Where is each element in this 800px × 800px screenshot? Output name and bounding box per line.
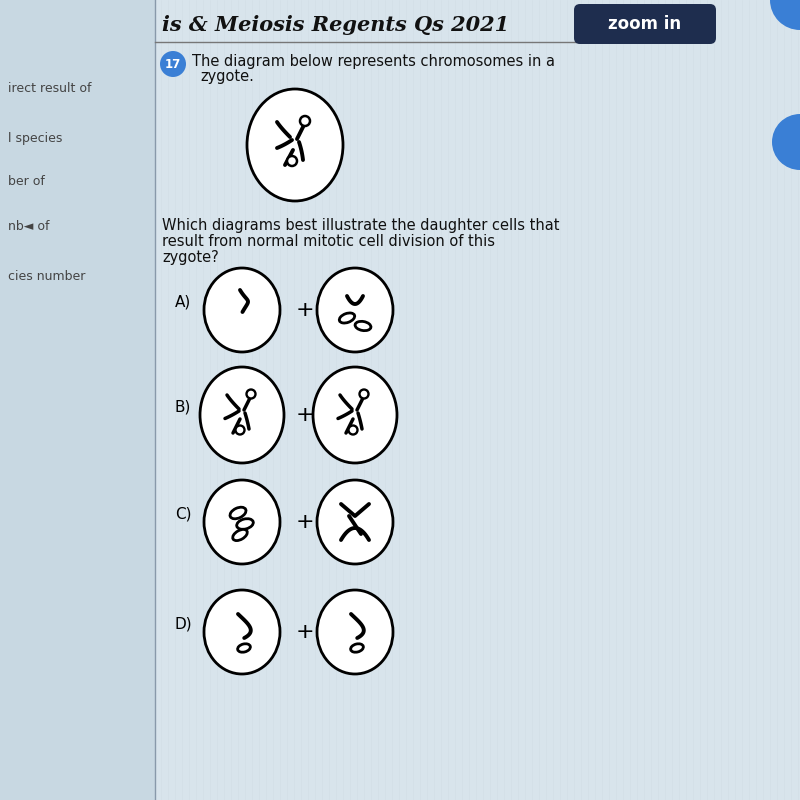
Circle shape (300, 116, 310, 126)
Text: C): C) (175, 506, 191, 522)
Text: is & Meiosis Regents Qs 2021: is & Meiosis Regents Qs 2021 (162, 15, 509, 35)
Circle shape (772, 114, 800, 170)
Ellipse shape (204, 590, 280, 674)
Text: The diagram below represents chromosomes in a: The diagram below represents chromosomes… (192, 54, 555, 69)
Circle shape (235, 426, 245, 434)
Circle shape (160, 51, 186, 77)
Ellipse shape (238, 644, 250, 652)
Text: D): D) (175, 617, 193, 631)
Text: 17: 17 (165, 58, 181, 70)
Ellipse shape (247, 89, 343, 201)
FancyBboxPatch shape (0, 0, 155, 800)
Circle shape (770, 0, 800, 30)
Text: +: + (296, 300, 314, 320)
Text: nb◄ of: nb◄ of (8, 220, 50, 233)
FancyBboxPatch shape (574, 4, 716, 44)
Text: cies number: cies number (8, 270, 86, 283)
Text: irect result of: irect result of (8, 82, 91, 95)
Ellipse shape (317, 268, 393, 352)
Ellipse shape (317, 590, 393, 674)
Text: +: + (296, 622, 314, 642)
Circle shape (349, 426, 358, 434)
Ellipse shape (233, 530, 247, 541)
Text: result from normal mitotic cell division of this: result from normal mitotic cell division… (162, 234, 495, 249)
Text: B): B) (175, 399, 191, 414)
Circle shape (359, 390, 369, 398)
Text: +: + (296, 512, 314, 532)
Text: A): A) (175, 294, 191, 310)
Ellipse shape (204, 268, 280, 352)
Circle shape (287, 156, 297, 166)
Ellipse shape (237, 518, 254, 530)
Text: zygote.: zygote. (200, 69, 254, 84)
Ellipse shape (230, 507, 246, 518)
Text: zoom in: zoom in (609, 15, 682, 33)
Ellipse shape (317, 480, 393, 564)
Ellipse shape (355, 322, 371, 330)
Circle shape (246, 390, 255, 398)
Ellipse shape (204, 480, 280, 564)
Text: ber of: ber of (8, 175, 45, 188)
Ellipse shape (313, 367, 397, 463)
Ellipse shape (200, 367, 284, 463)
Ellipse shape (350, 644, 363, 652)
Text: +: + (296, 405, 314, 425)
Text: zygote?: zygote? (162, 250, 218, 265)
Text: l species: l species (8, 132, 62, 145)
Text: Which diagrams best illustrate the daughter cells that: Which diagrams best illustrate the daugh… (162, 218, 559, 233)
Ellipse shape (339, 313, 354, 323)
